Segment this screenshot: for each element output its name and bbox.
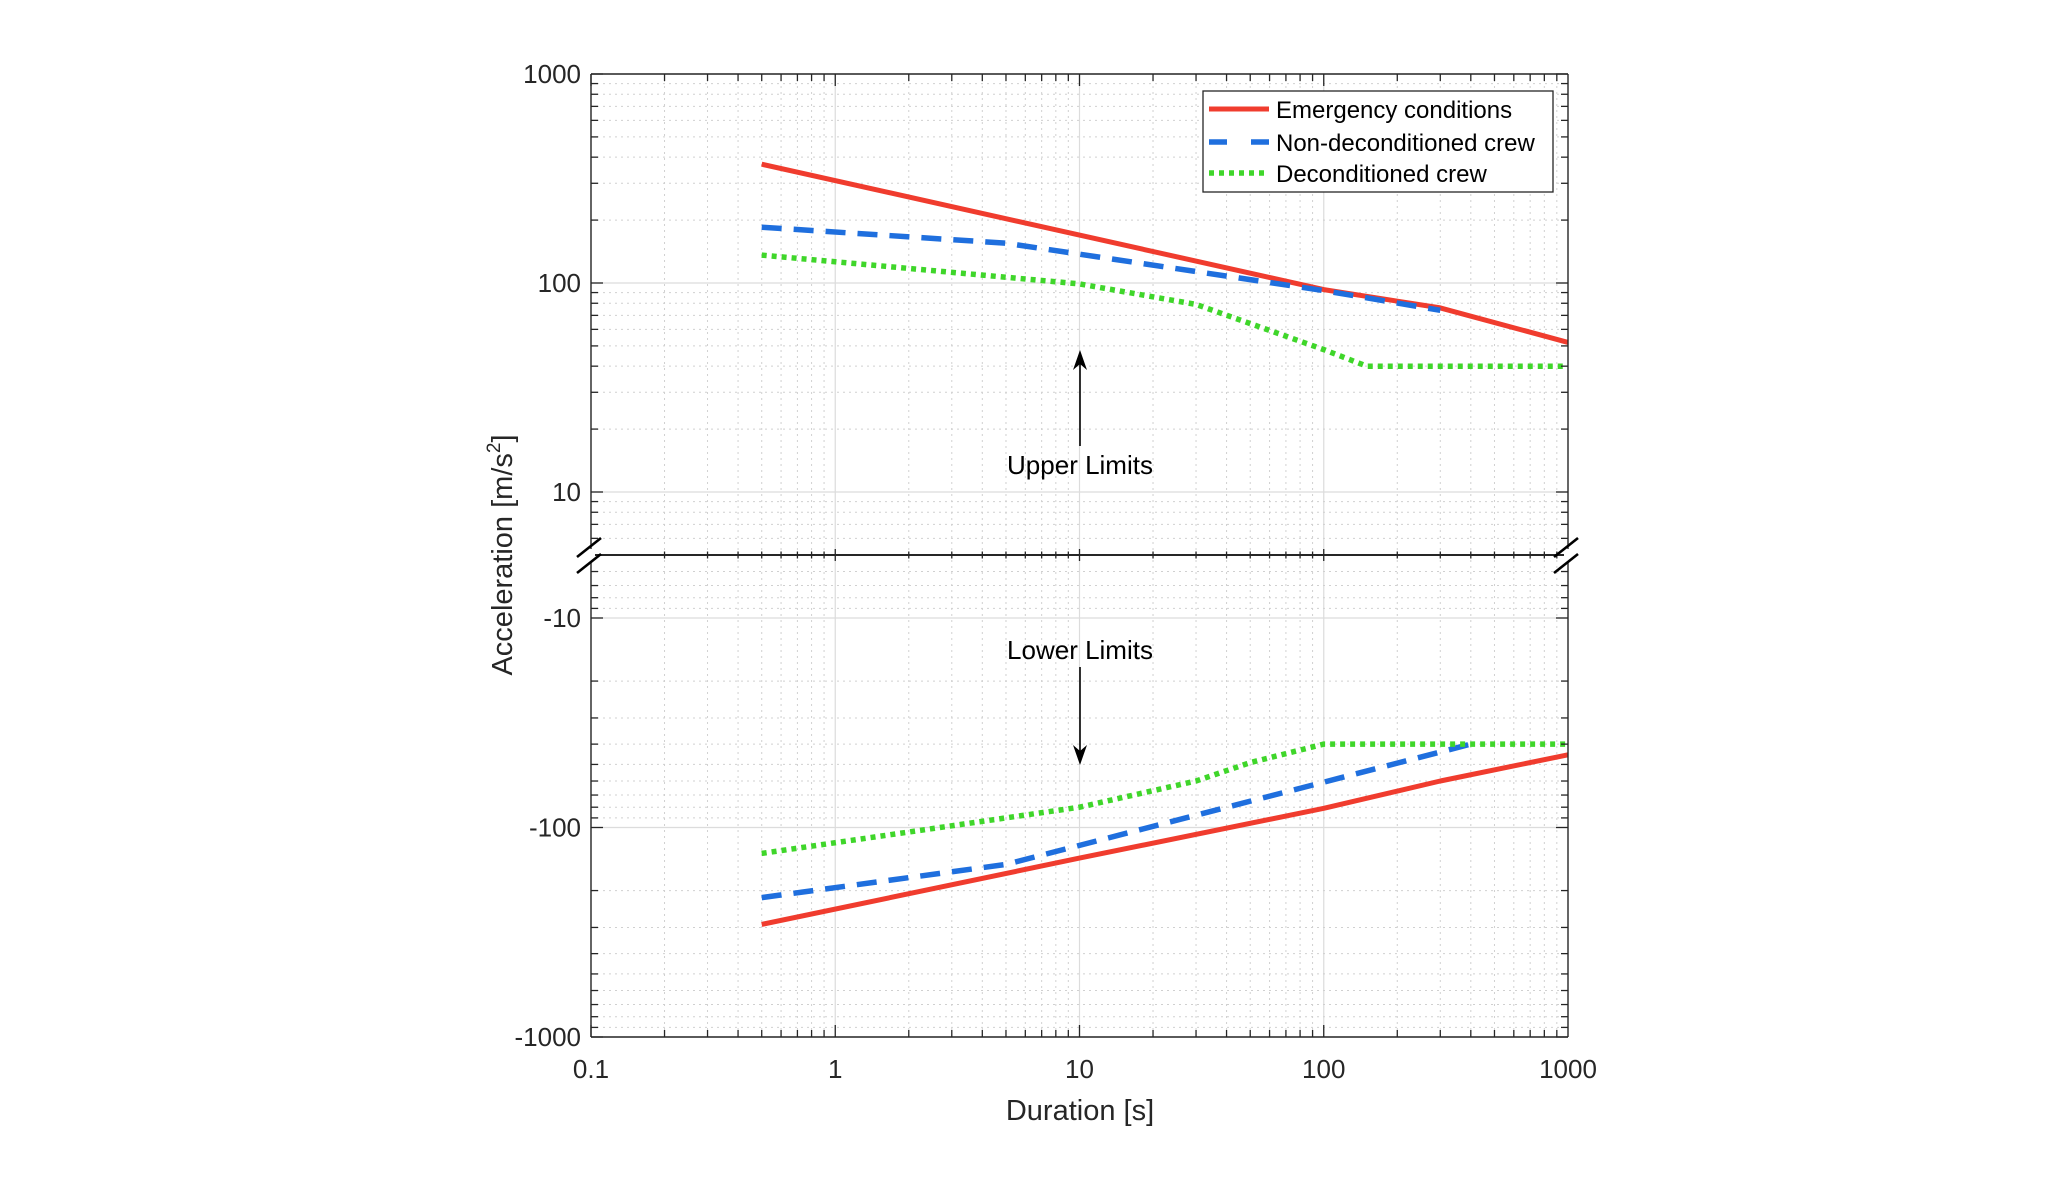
series-line-deconditioned-crew-lower bbox=[761, 741, 1568, 857]
series-line-emergency-conditions-lower bbox=[761, 752, 1569, 927]
tick-labels: 0.1 1 10 100 1000 1000 100 10 -10 -100 -1000 bbox=[515, 59, 1597, 1084]
y-tick-label: -100 bbox=[529, 813, 581, 843]
axes bbox=[576, 73, 1579, 1038]
x-tick-label: 1 bbox=[828, 1054, 842, 1084]
x-tick-label: 100 bbox=[1302, 1054, 1345, 1084]
legend-label-deconditioned: Deconditioned crew bbox=[1276, 161, 1487, 188]
axis-break-icon-right bbox=[1553, 536, 1579, 559]
y-axis-label-superscript: 2 bbox=[484, 443, 505, 454]
x-tick-label: 1000 bbox=[1539, 1054, 1597, 1084]
series-line-non-deconditioned-crew-upper bbox=[761, 224, 1441, 314]
legend: Emergency conditions Non-deconditioned c… bbox=[1202, 90, 1554, 193]
series-line-deconditioned-crew-upper bbox=[761, 252, 1568, 369]
y-tick-label: 1000 bbox=[523, 59, 581, 89]
y-axis-label: Acceleration [m/s2] bbox=[484, 434, 519, 675]
up-arrow-icon bbox=[1073, 350, 1087, 370]
legend-label-emergency: Emergency conditions bbox=[1276, 97, 1512, 124]
axis-break-gap bbox=[1564, 549, 1572, 561]
y-tick-label: 100 bbox=[538, 268, 581, 298]
y-axis-label-close: ] bbox=[487, 434, 519, 442]
y-tick-label: 10 bbox=[552, 477, 581, 507]
upper-limits-annotation: Upper Limits bbox=[1007, 350, 1153, 480]
lower-limits-label: Lower Limits bbox=[1007, 635, 1153, 665]
series-lines bbox=[761, 161, 1569, 927]
upper-limits-label: Upper Limits bbox=[1007, 450, 1153, 480]
axis-break-icon-left bbox=[576, 552, 602, 575]
series-line-non-deconditioned-crew-lower bbox=[761, 741, 1472, 901]
y-tick-label: -10 bbox=[543, 603, 581, 633]
x-tick-label: 10 bbox=[1065, 1054, 1094, 1084]
axis-break-gap bbox=[587, 549, 595, 561]
x-axis-label: Duration [s] bbox=[1006, 1095, 1154, 1127]
legend-label-non-deconditioned: Non-deconditioned crew bbox=[1276, 130, 1535, 157]
down-arrow-icon bbox=[1073, 745, 1087, 765]
x-tick-label: 0.1 bbox=[573, 1054, 609, 1084]
y-axis-label-main: Acceleration [m/s bbox=[487, 453, 519, 675]
y-tick-label: -1000 bbox=[515, 1022, 582, 1052]
axis-break-icon-right bbox=[1553, 552, 1579, 575]
lower-limits-annotation: Lower Limits bbox=[1007, 635, 1153, 765]
axis-break-icon-left bbox=[576, 536, 602, 559]
